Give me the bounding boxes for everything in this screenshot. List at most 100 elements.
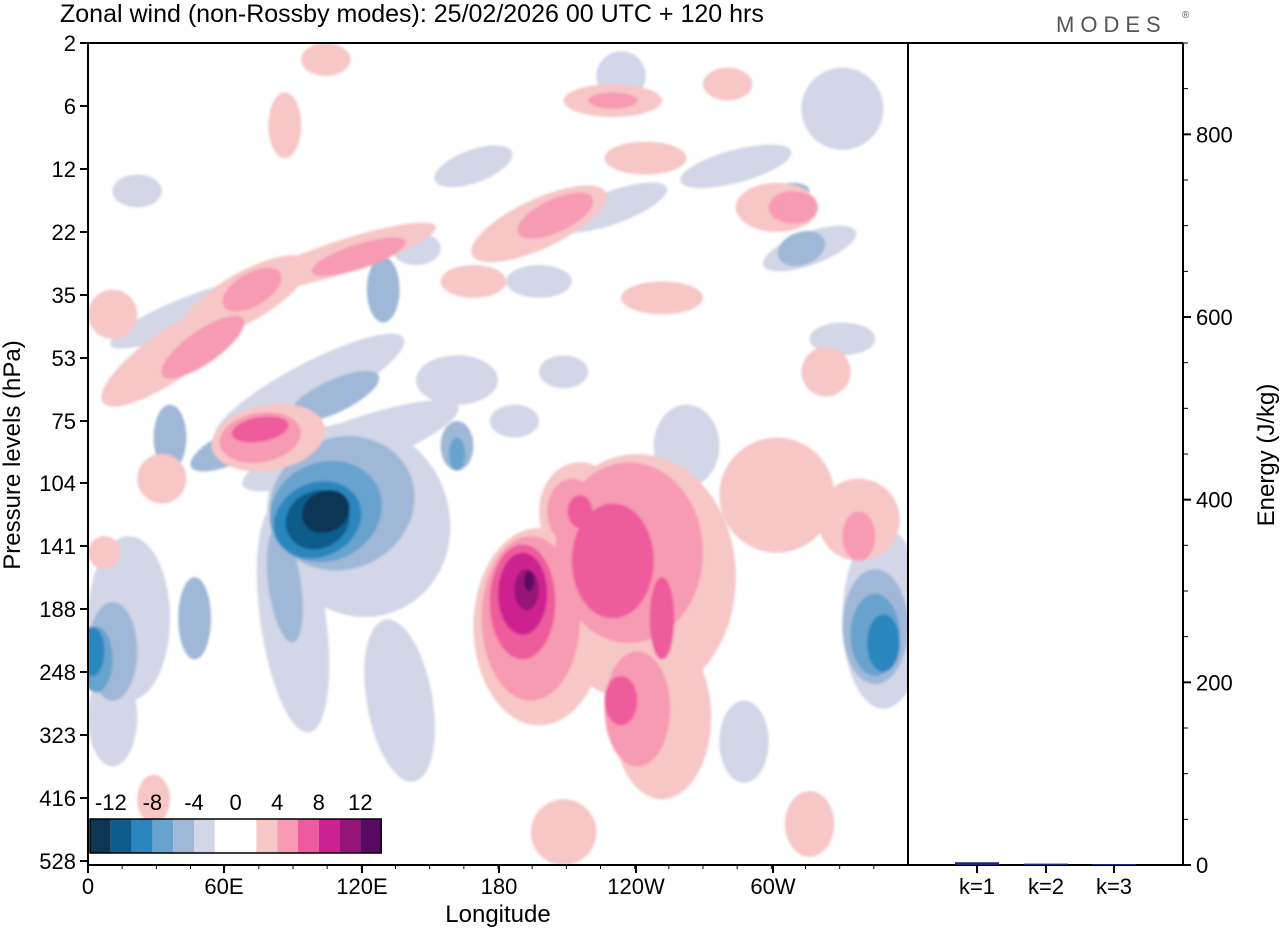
contour-blob xyxy=(604,141,687,175)
y-tick-label: 12 xyxy=(52,157,76,182)
energy-tick-label: 400 xyxy=(1196,488,1233,513)
contour-blob xyxy=(448,437,466,471)
contour-blob xyxy=(768,190,818,224)
colorbar-swatch xyxy=(318,819,340,853)
contour-blob xyxy=(112,174,162,208)
contour-blob xyxy=(440,264,507,298)
contour-blob xyxy=(88,289,138,339)
contour-blob xyxy=(649,577,675,660)
contour-blob xyxy=(302,490,350,534)
contour-blob xyxy=(530,799,597,865)
contour-blob xyxy=(489,404,539,438)
x-axis: 0 60E 120E 180 120W 60W xyxy=(82,865,875,899)
contour-blob xyxy=(621,281,703,315)
y-tick-label: 248 xyxy=(39,660,76,685)
y-tick-label: 323 xyxy=(39,723,76,748)
contour-blob xyxy=(268,92,302,159)
y-tick-label: 6 xyxy=(64,94,76,119)
colorbar-label: -8 xyxy=(143,790,163,815)
y-tick-label: 416 xyxy=(39,786,76,811)
y-tick-label: 188 xyxy=(39,597,76,622)
colorbar-swatch xyxy=(298,819,319,853)
energy-tick-label: 800 xyxy=(1196,122,1233,147)
energy-bar xyxy=(1024,863,1068,865)
y-axis-title: Pressure levels (hPa) xyxy=(0,340,26,569)
contour-blob xyxy=(588,92,638,109)
energy-bar xyxy=(955,862,999,865)
contour-blob xyxy=(719,700,769,783)
energy-tick-label: 0 xyxy=(1196,853,1208,878)
contour-blob xyxy=(311,237,406,276)
energy-axis: 0 200 400 600 800 xyxy=(1183,42,1233,878)
contour-blob xyxy=(719,437,835,553)
contour-blob xyxy=(88,626,105,676)
x-tick-label: 60W xyxy=(750,874,795,899)
x-tick-label: 60E xyxy=(204,874,243,899)
contour-blob xyxy=(364,619,435,782)
contour-blob xyxy=(777,230,826,267)
colorbar-swatch xyxy=(277,819,298,853)
colorbar-swatch xyxy=(360,819,382,853)
x-tick-label: 0 xyxy=(82,874,94,899)
colorbar-swatch xyxy=(152,819,174,853)
bar-category-label: k=3 xyxy=(1096,874,1132,899)
y-axis: 2 6 12 22 35 53 75 104 141 188 248 323 416 528 xyxy=(39,31,88,874)
contour-blob xyxy=(801,67,884,150)
contour-blob xyxy=(416,355,498,405)
contour-blob xyxy=(366,256,400,323)
contour-field xyxy=(88,43,908,865)
y-tick-label: 53 xyxy=(52,346,76,371)
colorbar-swatch xyxy=(131,819,153,853)
contour-blob xyxy=(539,355,589,389)
contour-blob xyxy=(288,370,380,423)
contour-blob xyxy=(680,144,792,189)
x-axis-title: Longitude xyxy=(445,901,550,928)
colorbar-label: -4 xyxy=(184,790,204,815)
energy-bar xyxy=(1092,864,1136,865)
colorbar-swatch xyxy=(110,819,132,853)
contour-blob xyxy=(785,791,835,857)
y-tick-label: 141 xyxy=(39,534,76,559)
contour-blob xyxy=(153,404,187,471)
y-tick-label: 528 xyxy=(39,849,76,874)
contour-blob xyxy=(88,536,121,570)
x-tick-label: 120W xyxy=(607,874,665,899)
contour-blob xyxy=(571,503,654,619)
y-tick-label: 104 xyxy=(39,471,76,496)
colorbar-label: 8 xyxy=(313,790,325,815)
bar-category-label: k=2 xyxy=(1028,874,1064,899)
colorbar-swatch xyxy=(339,819,361,853)
brand-registered-mark: ® xyxy=(1182,10,1190,21)
contour-blob xyxy=(301,43,351,76)
energy-tick-label: 600 xyxy=(1196,305,1233,330)
colorbar-swatch xyxy=(235,819,257,853)
colorbar-legend: -12 -8 -4 0 4 8 12 xyxy=(89,790,382,854)
contour-blob xyxy=(137,774,171,824)
contour-blob xyxy=(222,267,282,312)
y-tick-label: 22 xyxy=(52,220,76,245)
energy-tick-label: 200 xyxy=(1196,670,1233,695)
colorbar-swatch xyxy=(173,819,194,853)
contour-blob xyxy=(517,192,594,239)
contour-blob xyxy=(506,264,572,298)
x-tick-label: 180 xyxy=(481,874,518,899)
y-tick-label: 75 xyxy=(52,409,76,434)
colorbar-label: -12 xyxy=(95,790,127,815)
contour-blob xyxy=(161,315,245,379)
energy-axis-title: Energy (J/kg) xyxy=(1253,384,1280,527)
contour-blob xyxy=(434,145,513,188)
contour-blob xyxy=(524,571,535,592)
contour-blob xyxy=(703,67,753,101)
contour-blob xyxy=(266,528,303,643)
energy-bars: k=1 k=2 k=3 xyxy=(955,862,1136,899)
colorbar-swatch xyxy=(90,819,111,853)
colorbar-swatch xyxy=(194,819,215,853)
contour-blob xyxy=(231,416,289,443)
contour-blob xyxy=(801,347,851,397)
x-tick-label: 120E xyxy=(336,874,387,899)
brand-logo: MODES xyxy=(1056,12,1167,37)
colorbar-label: 0 xyxy=(229,790,241,815)
colorbar-frame xyxy=(89,818,382,854)
y-tick-label: 35 xyxy=(52,283,76,308)
